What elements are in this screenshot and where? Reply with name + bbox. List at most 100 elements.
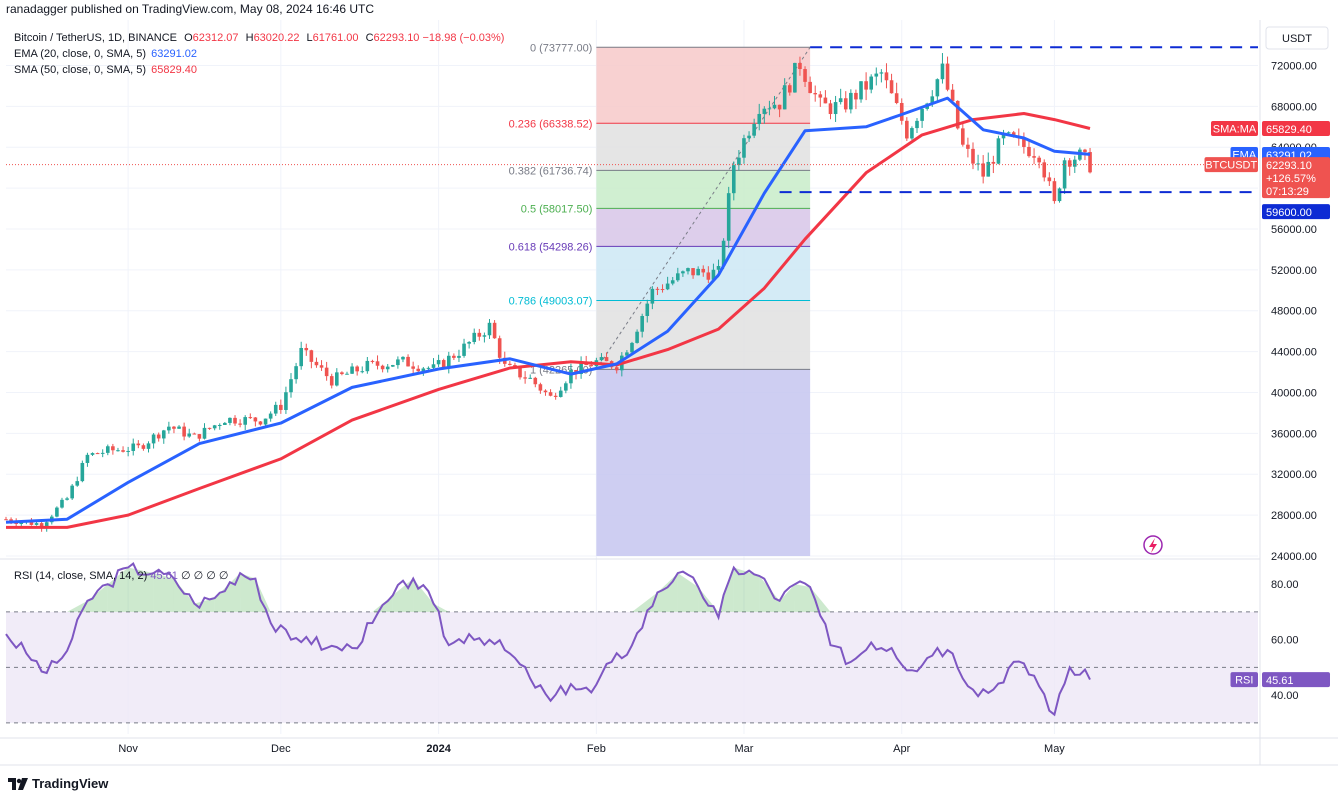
candle-body (798, 62, 802, 70)
candle-body (966, 144, 970, 149)
candle-body (635, 331, 639, 343)
candle-body (686, 268, 690, 272)
rsi-overbought-fill (733, 567, 760, 612)
candle-body (793, 62, 797, 93)
last-price-badge (1262, 157, 1330, 199)
tradingview-logo-text: TradingView (32, 776, 109, 791)
price-tick-label: 56000.00 (1271, 224, 1317, 236)
rsi-legend-value: 45.61 (150, 570, 178, 582)
candle-body (75, 481, 80, 486)
candle-body (961, 128, 965, 145)
candle-body (197, 434, 202, 439)
candle-body (304, 347, 309, 351)
candle-body (39, 523, 44, 528)
last-price-badge-text: +126.57% (1266, 173, 1316, 185)
candle-body (492, 322, 497, 339)
candle-body (416, 368, 421, 372)
candle-body (207, 427, 212, 429)
candle-body (457, 355, 461, 358)
candle-body (553, 395, 558, 397)
ema-legend-label: EMA (20, close, 0, SMA, 5) (14, 48, 147, 60)
candle-body (976, 163, 980, 165)
candle-body (1057, 188, 1062, 202)
candle-body (472, 332, 477, 342)
candle-body (355, 366, 359, 372)
candle-body (146, 443, 151, 449)
candle-body (172, 426, 176, 429)
price-tick-label: 52000.00 (1271, 265, 1317, 277)
candle-body (370, 360, 375, 362)
candle-body (100, 452, 105, 454)
candle-body (747, 135, 751, 139)
candle-body (782, 85, 787, 110)
candle-body (273, 404, 278, 414)
candle-body (670, 280, 675, 284)
candle-body (329, 376, 334, 386)
candle-body (182, 426, 186, 437)
candle-body (696, 268, 700, 276)
candle-body (589, 365, 594, 367)
candle-body (731, 165, 736, 194)
rsi-tick-label: 60.00 (1271, 635, 1299, 647)
candle-body (676, 273, 680, 281)
candle-body (543, 390, 548, 393)
candle-body (390, 365, 395, 367)
fib-zone (596, 47, 811, 124)
candle-body (645, 303, 650, 316)
candle-body (299, 347, 303, 367)
rsi-value-badge-text: 45.61 (1266, 675, 1294, 687)
rsi-overbought-fill (677, 573, 699, 612)
candle-body (467, 341, 471, 344)
candle-body (910, 128, 914, 139)
candle-body (136, 443, 141, 446)
sma-legend-row[interactable]: SMA (50, close, 0, SMA, 5) 65829.40 (14, 62, 504, 78)
ema-legend-row[interactable]: EMA (20, close, 0, SMA, 5) 63291.02 (14, 46, 504, 62)
currency-button[interactable] (1265, 26, 1329, 50)
candle-body (533, 377, 538, 385)
rsi-overbought-fill (107, 567, 129, 612)
candle-body (268, 413, 273, 419)
fibonacci-retracement[interactable]: 0 (73777.00) 0.236 (66338.52) 0.382 (61736… (509, 42, 811, 556)
rsi-overbought-fill (779, 584, 795, 612)
candle-body (660, 289, 665, 291)
candle-body (1022, 137, 1026, 147)
candle-body (564, 383, 568, 391)
price-tick-label: 48000.00 (1271, 306, 1317, 318)
candle-body (604, 357, 609, 362)
candle-body (121, 450, 125, 452)
candle-body (930, 96, 935, 104)
rsi-overbought-fill (698, 586, 719, 612)
candle-body (823, 97, 828, 104)
candle-body (487, 322, 492, 336)
candle-body (1032, 156, 1036, 158)
candle-body (721, 240, 726, 267)
candle-body (828, 103, 833, 115)
candle-body (803, 69, 807, 82)
candle-body (894, 93, 899, 103)
fib-level-label: 0.618 (54298.26) (509, 241, 593, 253)
candle-body (324, 367, 329, 377)
tradingview-logo[interactable]: TradingView (8, 776, 108, 791)
horizontal-lines[interactable] (6, 46, 1258, 194)
rsi-overbought-fill (794, 584, 811, 612)
rsi-legend-label: RSI (14, close, SMA, 14, 2) (14, 570, 148, 582)
candle-body (111, 446, 115, 451)
candle-body (640, 315, 644, 332)
candle-body (375, 361, 380, 366)
rsi-legend[interactable]: RSI (14, close, SMA, 14, 2) 45.61 ∅ ∅ ∅ … (14, 569, 228, 582)
lightning-icon[interactable] (1143, 535, 1163, 555)
candle-body (411, 366, 415, 369)
candle-body (151, 434, 156, 444)
symbol-ohlc-row: Bitcoin / TetherUS, 1D, BINANCE O62312.0… (14, 30, 504, 46)
rsi-pane (5, 562, 1258, 724)
candle-body (309, 350, 314, 362)
candle-body (706, 272, 711, 280)
candle-body (569, 369, 573, 384)
candle-body (935, 79, 940, 97)
candle-body (981, 163, 985, 177)
candle-body (630, 342, 634, 353)
candle-body (441, 360, 446, 368)
candle-body (869, 76, 874, 90)
rsi-tick-label: 80.00 (1271, 579, 1299, 591)
